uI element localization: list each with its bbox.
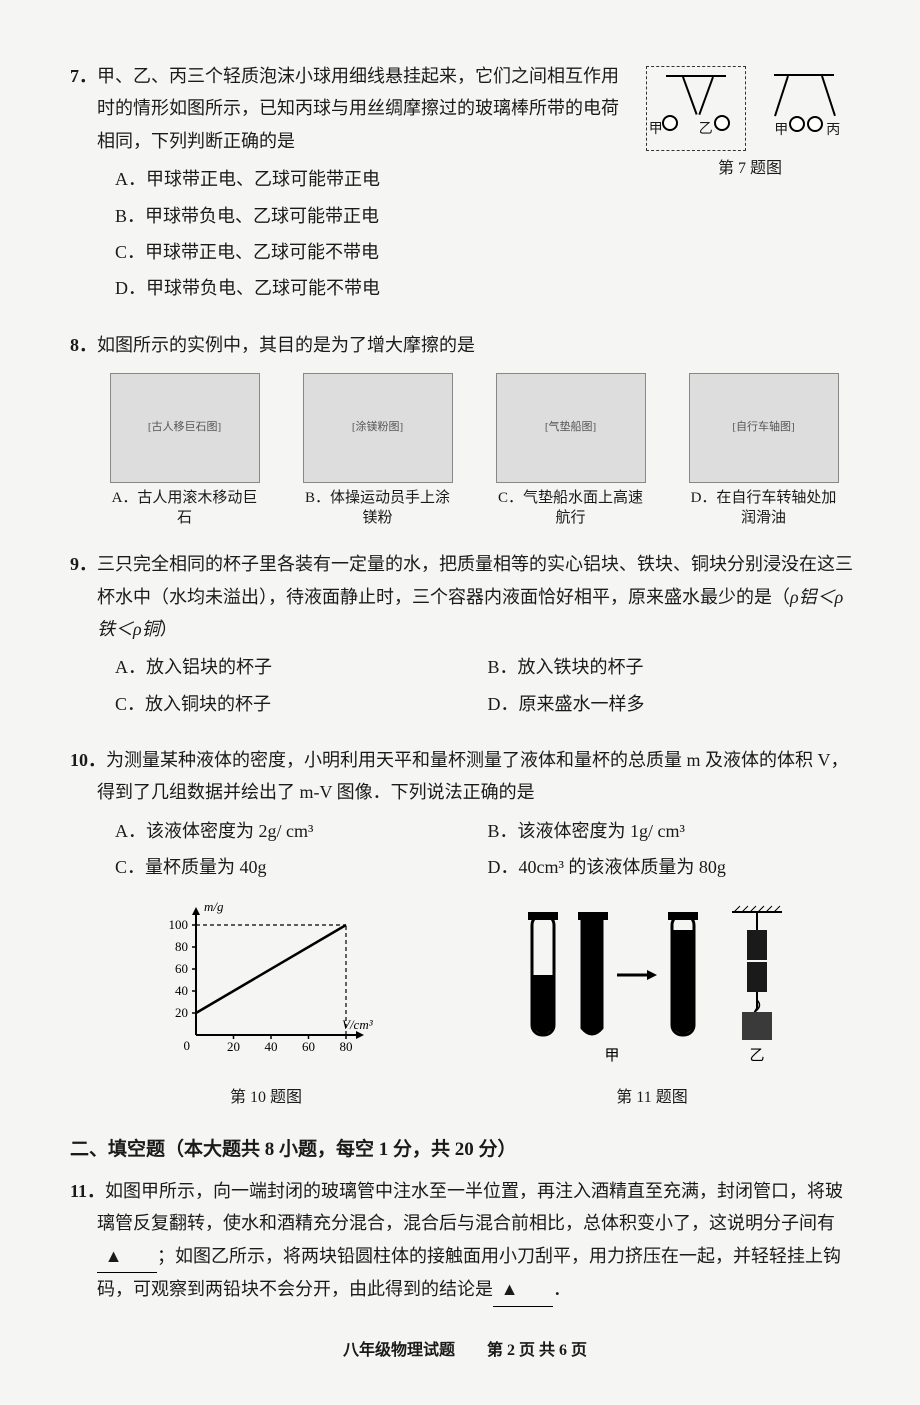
q7-option-a: A．甲球带正电、乙球可能带正电 bbox=[115, 163, 628, 195]
q11-caption: 第 11 题图 bbox=[492, 1084, 812, 1113]
q7-caption: 第 7 题图 bbox=[640, 155, 860, 184]
q10-option-b: B．该液体密度为 1g/ cm³ bbox=[488, 815, 861, 847]
q10-caption: 第 10 题图 bbox=[136, 1084, 396, 1113]
svg-text:40: 40 bbox=[265, 1039, 278, 1054]
q10-chart-svg: 20 40 60 80 100 0 20 40 60 80 m/g V/cm³ bbox=[151, 900, 381, 1070]
question-9: 9．三只完全相同的杯子里各装有一定量的水，把质量相等的实心铝块、铁块、铜块分别浸… bbox=[70, 548, 860, 724]
q8-stem: 8．如图所示的实例中，其目的是为了增大摩擦的是 bbox=[70, 329, 860, 361]
svg-text:乙: 乙 bbox=[749, 1048, 764, 1064]
q9-option-b: B．放入铁块的杯子 bbox=[488, 651, 861, 683]
q8-option-b: [涂镁粉图] B．体操运动员手上涂镁粉 bbox=[298, 373, 458, 528]
blank-1: ▲ bbox=[97, 1240, 157, 1273]
q10-stem: 10．为测量某种液体的密度，小明利用天平和量杯测量了液体和量杯的总质量 m 及液… bbox=[70, 744, 860, 809]
svg-text:V/cm³: V/cm³ bbox=[342, 1017, 374, 1032]
q9-option-c: C．放入铜块的杯子 bbox=[115, 688, 488, 720]
q7-option-b: B．甲球带负电、乙球可能带正电 bbox=[115, 200, 628, 232]
q7-stem: 7．甲、乙、丙三个轻质泡沫小球用细线悬挂起来，它们之间相互作用时的情形如图所示，… bbox=[70, 60, 628, 157]
q9-stem: 9．三只完全相同的杯子里各装有一定量的水，把质量相等的实心铝块、铁块、铜块分别浸… bbox=[70, 548, 860, 645]
question-11: 11．如图甲所示，向一端封闭的玻璃管中注水至一半位置，再注入酒精直至充满，封闭管… bbox=[70, 1175, 860, 1307]
svg-text:80: 80 bbox=[175, 939, 188, 954]
section-2-header: 二、填空题（本大题共 8 小题，每空 1 分，共 20 分） bbox=[70, 1133, 860, 1167]
q11-stem: 11．如图甲所示，向一端封闭的玻璃管中注水至一半位置，再注入酒精直至充满，封闭管… bbox=[70, 1175, 860, 1307]
q10-option-a: A．该液体密度为 2g/ cm³ bbox=[115, 815, 488, 847]
q11-figure: 甲 乙 第 11 题图 bbox=[492, 900, 812, 1113]
q7-box-left: 甲 乙 bbox=[646, 66, 746, 151]
q7-option-d: D．甲球带负电、乙球可能不带电 bbox=[115, 272, 628, 304]
q7-box-right: 甲 丙 bbox=[754, 66, 854, 151]
q8-image-b: [涂镁粉图] bbox=[303, 373, 453, 483]
q8-option-d: [自行车轴图] D．在自行车转轴处加润滑油 bbox=[684, 373, 844, 528]
svg-text:80: 80 bbox=[340, 1039, 353, 1054]
question-8: 8．如图所示的实例中，其目的是为了增大摩擦的是 [古人移巨石图] A．古人用滚木… bbox=[70, 329, 860, 528]
q9-number: 9． bbox=[70, 554, 97, 574]
q8-image-c: [气垫船图] bbox=[496, 373, 646, 483]
svg-text:60: 60 bbox=[302, 1039, 315, 1054]
svg-text:60: 60 bbox=[175, 961, 188, 976]
svg-text:20: 20 bbox=[227, 1039, 240, 1054]
q10-options: A．该液体密度为 2g/ cm³ B．该液体密度为 1g/ cm³ C．量杯质量… bbox=[70, 815, 860, 888]
svg-text:100: 100 bbox=[169, 917, 189, 932]
q7-number: 7． bbox=[70, 66, 97, 86]
q8-options: [古人移巨石图] A．古人用滚木移动巨石 [涂镁粉图] B．体操运动员手上涂镁粉… bbox=[70, 373, 860, 528]
q11-svg: 甲 乙 bbox=[502, 900, 802, 1070]
q8-number: 8． bbox=[70, 335, 97, 355]
svg-text:0: 0 bbox=[184, 1038, 191, 1053]
question-7: 7．甲、乙、丙三个轻质泡沫小球用细线悬挂起来，它们之间相互作用时的情形如图所示，… bbox=[70, 60, 860, 309]
q10-option-c: C．量杯质量为 40g bbox=[115, 851, 488, 883]
svg-text:40: 40 bbox=[175, 983, 188, 998]
question-10: 10．为测量某种液体的密度，小明利用天平和量杯测量了液体和量杯的总质量 m 及液… bbox=[70, 744, 860, 1113]
q8-option-a: [古人移巨石图] A．古人用滚木移动巨石 bbox=[105, 373, 265, 528]
q10-graph: 20 40 60 80 100 0 20 40 60 80 m/g V/cm³ 第 10 题图 bbox=[136, 900, 396, 1113]
q10-number: 10． bbox=[70, 750, 106, 770]
q8-image-d: [自行车轴图] bbox=[689, 373, 839, 483]
q8-image-a: [古人移巨石图] bbox=[110, 373, 260, 483]
q9-options: A．放入铝块的杯子 B．放入铁块的杯子 C．放入铜块的杯子 D．原来盛水一样多 bbox=[70, 651, 860, 724]
page-footer: 八年级物理试题 第 2 页 共 6 页 bbox=[70, 1337, 860, 1366]
q7-figure: 甲 乙 甲 丙 第 7 题图 bbox=[640, 60, 860, 309]
svg-text:20: 20 bbox=[175, 1005, 188, 1020]
q10-option-d: D．40cm³ 的该液体质量为 80g bbox=[488, 851, 861, 883]
q9-option-d: D．原来盛水一样多 bbox=[488, 688, 861, 720]
q7-option-c: C．甲球带正电、乙球可能不带电 bbox=[115, 236, 628, 268]
q9-option-a: A．放入铝块的杯子 bbox=[115, 651, 488, 683]
svg-text:甲: 甲 bbox=[604, 1048, 619, 1064]
q8-option-c: [气垫船图] C．气垫船水面上高速航行 bbox=[491, 373, 651, 528]
svg-text:m/g: m/g bbox=[204, 900, 224, 914]
q11-number: 11． bbox=[70, 1181, 105, 1201]
q7-options: A．甲球带正电、乙球可能带正电 B．甲球带负电、乙球可能带正电 C．甲球带正电、… bbox=[70, 163, 628, 305]
